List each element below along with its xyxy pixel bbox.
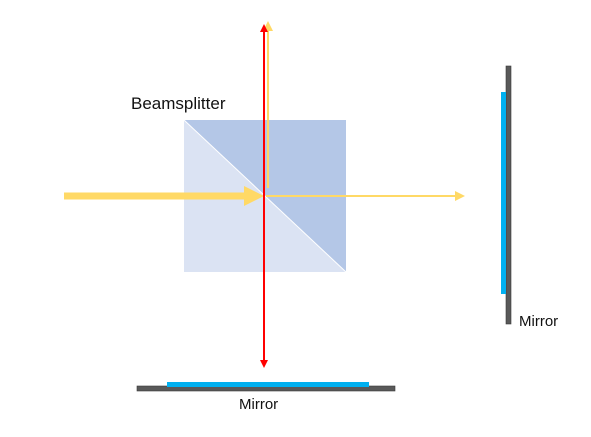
right-mirror [501, 65, 512, 325]
bottom-mirror [136, 382, 396, 392]
bottom-mirror-label: Mirror [239, 396, 279, 413]
right-mirror-coating [501, 92, 506, 294]
right-mirror-body [505, 65, 512, 325]
bottom-mirror-coating [167, 382, 369, 387]
input-beam [64, 186, 264, 206]
beamsplitter-label: Beamsplitter [131, 94, 226, 113]
right-mirror-label: Mirror [519, 313, 559, 330]
